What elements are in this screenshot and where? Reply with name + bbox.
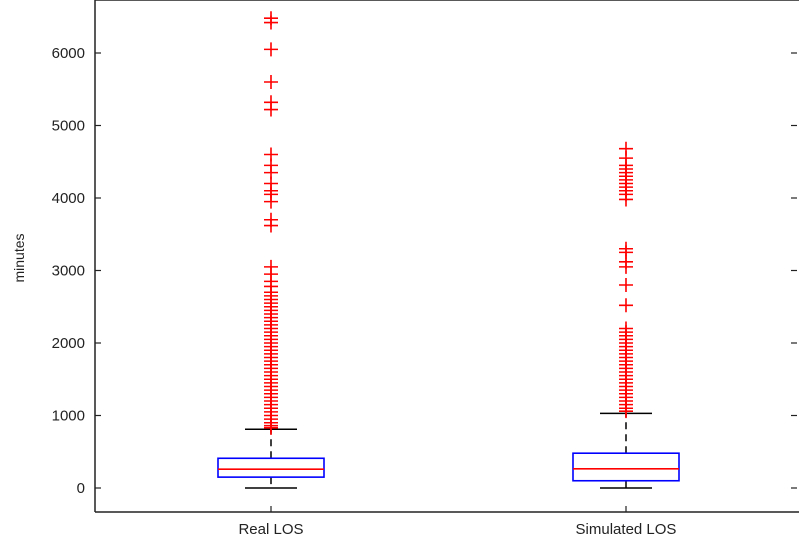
outlier-point [264, 420, 278, 435]
outlier-point [619, 192, 633, 207]
outlier-point [264, 42, 278, 57]
x-tick-label: Real LOS [238, 521, 303, 538]
box-2 [572, 141, 680, 489]
outlier-point [264, 75, 278, 89]
outlier-point [264, 194, 278, 209]
iqr-box [217, 457, 325, 478]
axes: 0 1000 2000 3000 4000 5000 6000 Real LOS Simulat… [52, 0, 799, 538]
outlier-point [619, 278, 633, 292]
y-tick-label: 6000 [52, 45, 85, 62]
y-tick-label: 3000 [52, 263, 85, 280]
y-tick-label: 0 [77, 480, 85, 497]
x-tick-label: Simulated LOS [576, 521, 677, 538]
outlier-point [619, 298, 633, 313]
y-axis-label: minutes [11, 233, 27, 282]
y-tick-label: 2000 [52, 335, 85, 352]
box-1 [217, 11, 325, 489]
y-tick-label: 4000 [52, 190, 85, 207]
outlier-point [264, 218, 278, 233]
outlier-point [264, 102, 278, 117]
outlier-point [264, 15, 278, 30]
iqr-box [572, 452, 680, 482]
outlier-point [619, 259, 633, 274]
y-tick-label: 5000 [52, 118, 85, 135]
outlier-point [619, 404, 633, 419]
y-tick-label: 1000 [52, 408, 85, 425]
boxes-group [217, 11, 680, 489]
